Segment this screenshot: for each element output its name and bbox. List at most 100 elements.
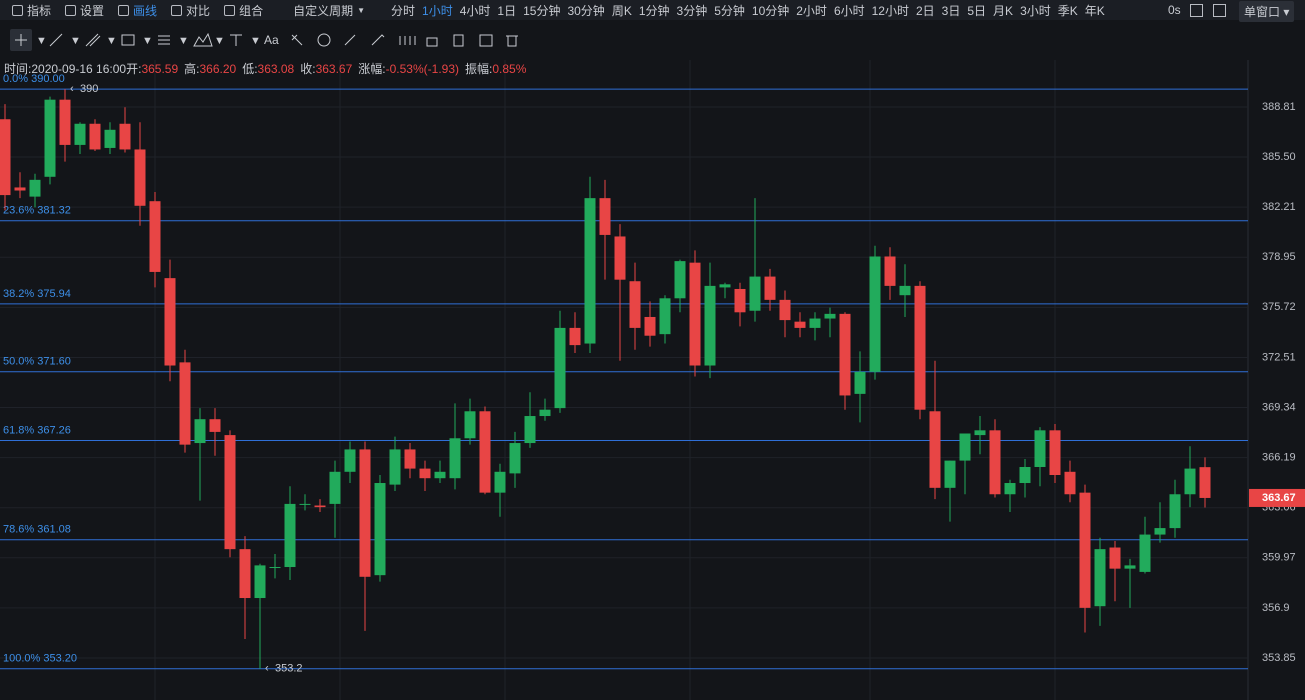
candle-body	[179, 362, 191, 445]
candle-body	[929, 411, 941, 488]
candle-body	[989, 430, 1001, 495]
period[interactable]: 4小时	[459, 3, 491, 18]
period[interactable]: 5分钟	[714, 3, 745, 18]
fib-label: 100.0% 353.20	[3, 653, 77, 665]
svg-text:▼: ▼	[70, 35, 81, 47]
period[interactable]: 周K	[611, 3, 632, 18]
candle-body	[614, 236, 626, 280]
candle-body	[584, 198, 596, 344]
periods: 分时 1小时 4小时 1日 15分钟 30分钟 周K 1分钟 3分钟 5分钟 10分钟 2小时 6小时 1…	[391, 2, 1105, 19]
period[interactable]: 1分钟	[638, 3, 670, 18]
candle-body	[1184, 468, 1196, 495]
candle-body	[734, 288, 746, 313]
period[interactable]: 10分钟	[751, 3, 790, 18]
y-tick-label: 382.21	[1262, 201, 1296, 213]
period[interactable]: 3小时	[1020, 3, 1051, 18]
y-tick-label: 359.97	[1262, 552, 1296, 564]
info-label: 时间:	[4, 62, 32, 76]
y-tick-label: 378.95	[1262, 251, 1296, 263]
period[interactable]: 季K	[1057, 3, 1078, 18]
period[interactable]: 30分钟	[567, 3, 605, 18]
annotation: 353.2	[275, 663, 303, 675]
y-tick-label: 366.19	[1262, 451, 1296, 463]
info-label: 高:	[184, 62, 200, 76]
y-tick-label: 372.51	[1262, 351, 1296, 363]
candle-body	[899, 285, 911, 296]
period[interactable]: 分时	[391, 3, 416, 18]
period[interactable]: 6小时	[833, 3, 865, 18]
text-tool[interactable]: Aa	[264, 33, 279, 47]
candle-body	[149, 201, 161, 272]
candle-body	[224, 435, 236, 550]
candle-body	[0, 119, 11, 196]
candle-body	[539, 409, 551, 417]
candle-body	[404, 449, 416, 469]
menu-item[interactable]: 组合	[224, 2, 263, 19]
svg-text:▼: ▼	[250, 35, 261, 47]
fib-label: 38.2% 375.94	[3, 288, 71, 300]
candle-body	[194, 419, 206, 444]
info-value: 0.85%	[492, 62, 527, 76]
period[interactable]: 2小时	[796, 3, 827, 18]
fib-label: 61.8% 367.26	[3, 424, 71, 436]
period[interactable]: 3日	[941, 3, 961, 18]
candle-body	[74, 123, 86, 145]
candle-body	[449, 438, 461, 479]
fib-label: 23.6% 381.32	[3, 205, 71, 217]
period[interactable]: 1小时	[422, 3, 453, 18]
fullscreen-icon[interactable]	[1190, 4, 1203, 17]
info-line: 时间:2020-09-16 16:00开:365.59 高:366.20 低:363…	[4, 60, 532, 77]
tool-icons	[15, 32, 518, 47]
candle-body	[839, 313, 851, 396]
window-button[interactable]: 单窗口 ▾	[1239, 1, 1295, 22]
candle-body	[1139, 534, 1151, 572]
period[interactable]: 2日	[915, 3, 935, 18]
candle-body	[644, 316, 656, 336]
candle-body	[359, 449, 371, 577]
period[interactable]: 12小时	[871, 3, 909, 18]
svg-text:▼: ▼	[106, 35, 117, 47]
candle-body	[299, 503, 311, 505]
candle-body	[689, 262, 701, 366]
svg-text:▼: ▼	[214, 35, 225, 47]
y-tick-label: 356.9	[1262, 602, 1290, 614]
candle-body	[824, 313, 836, 319]
candle-body	[269, 567, 281, 569]
menu-item[interactable]: 对比	[171, 2, 210, 19]
candle-body	[164, 278, 176, 366]
period[interactable]: 3分钟	[676, 3, 708, 18]
fib-label: 0.0% 390.00	[3, 73, 65, 85]
info-label: 收:	[300, 62, 316, 76]
candle-body	[719, 284, 731, 288]
menu-item[interactable]: 指标	[12, 2, 51, 19]
candle-body	[284, 503, 296, 568]
candle-body	[1064, 471, 1076, 495]
period[interactable]: 1日	[497, 3, 517, 18]
candle-body	[104, 129, 116, 148]
candle-body	[959, 433, 971, 461]
candle-body	[314, 505, 326, 508]
screenshot-icon[interactable]	[1213, 4, 1226, 17]
period[interactable]: 5日	[967, 3, 987, 18]
period[interactable]: 月K	[993, 3, 1014, 18]
top-bar: 指标 设置 画线 对比 组合 自定义周期 ▼ 分时 1小时 4小时 1日 15分钟 30分钟 周K 1分…	[0, 0, 1305, 22]
candle-body	[119, 123, 131, 150]
info-label: 涨幅:	[358, 62, 386, 76]
last-price: 363.67	[1262, 492, 1296, 504]
menu-item[interactable]: 画线	[118, 2, 157, 19]
period[interactable]: 年K	[1084, 3, 1105, 18]
candle-body	[674, 261, 686, 299]
candle-body	[1124, 565, 1136, 569]
y-tick-label: 375.72	[1262, 301, 1296, 313]
menu-item[interactable]: 设置	[65, 2, 104, 19]
candle-body	[869, 256, 881, 372]
y-tick-label: 385.50	[1262, 151, 1296, 163]
candle-body	[1079, 492, 1091, 608]
period[interactable]: 15分钟	[523, 3, 561, 18]
candle-body	[329, 471, 341, 504]
candle-body	[1034, 430, 1046, 467]
period-menu[interactable]: 自定义周期	[293, 3, 354, 18]
svg-text:▼: ▼	[36, 35, 47, 47]
